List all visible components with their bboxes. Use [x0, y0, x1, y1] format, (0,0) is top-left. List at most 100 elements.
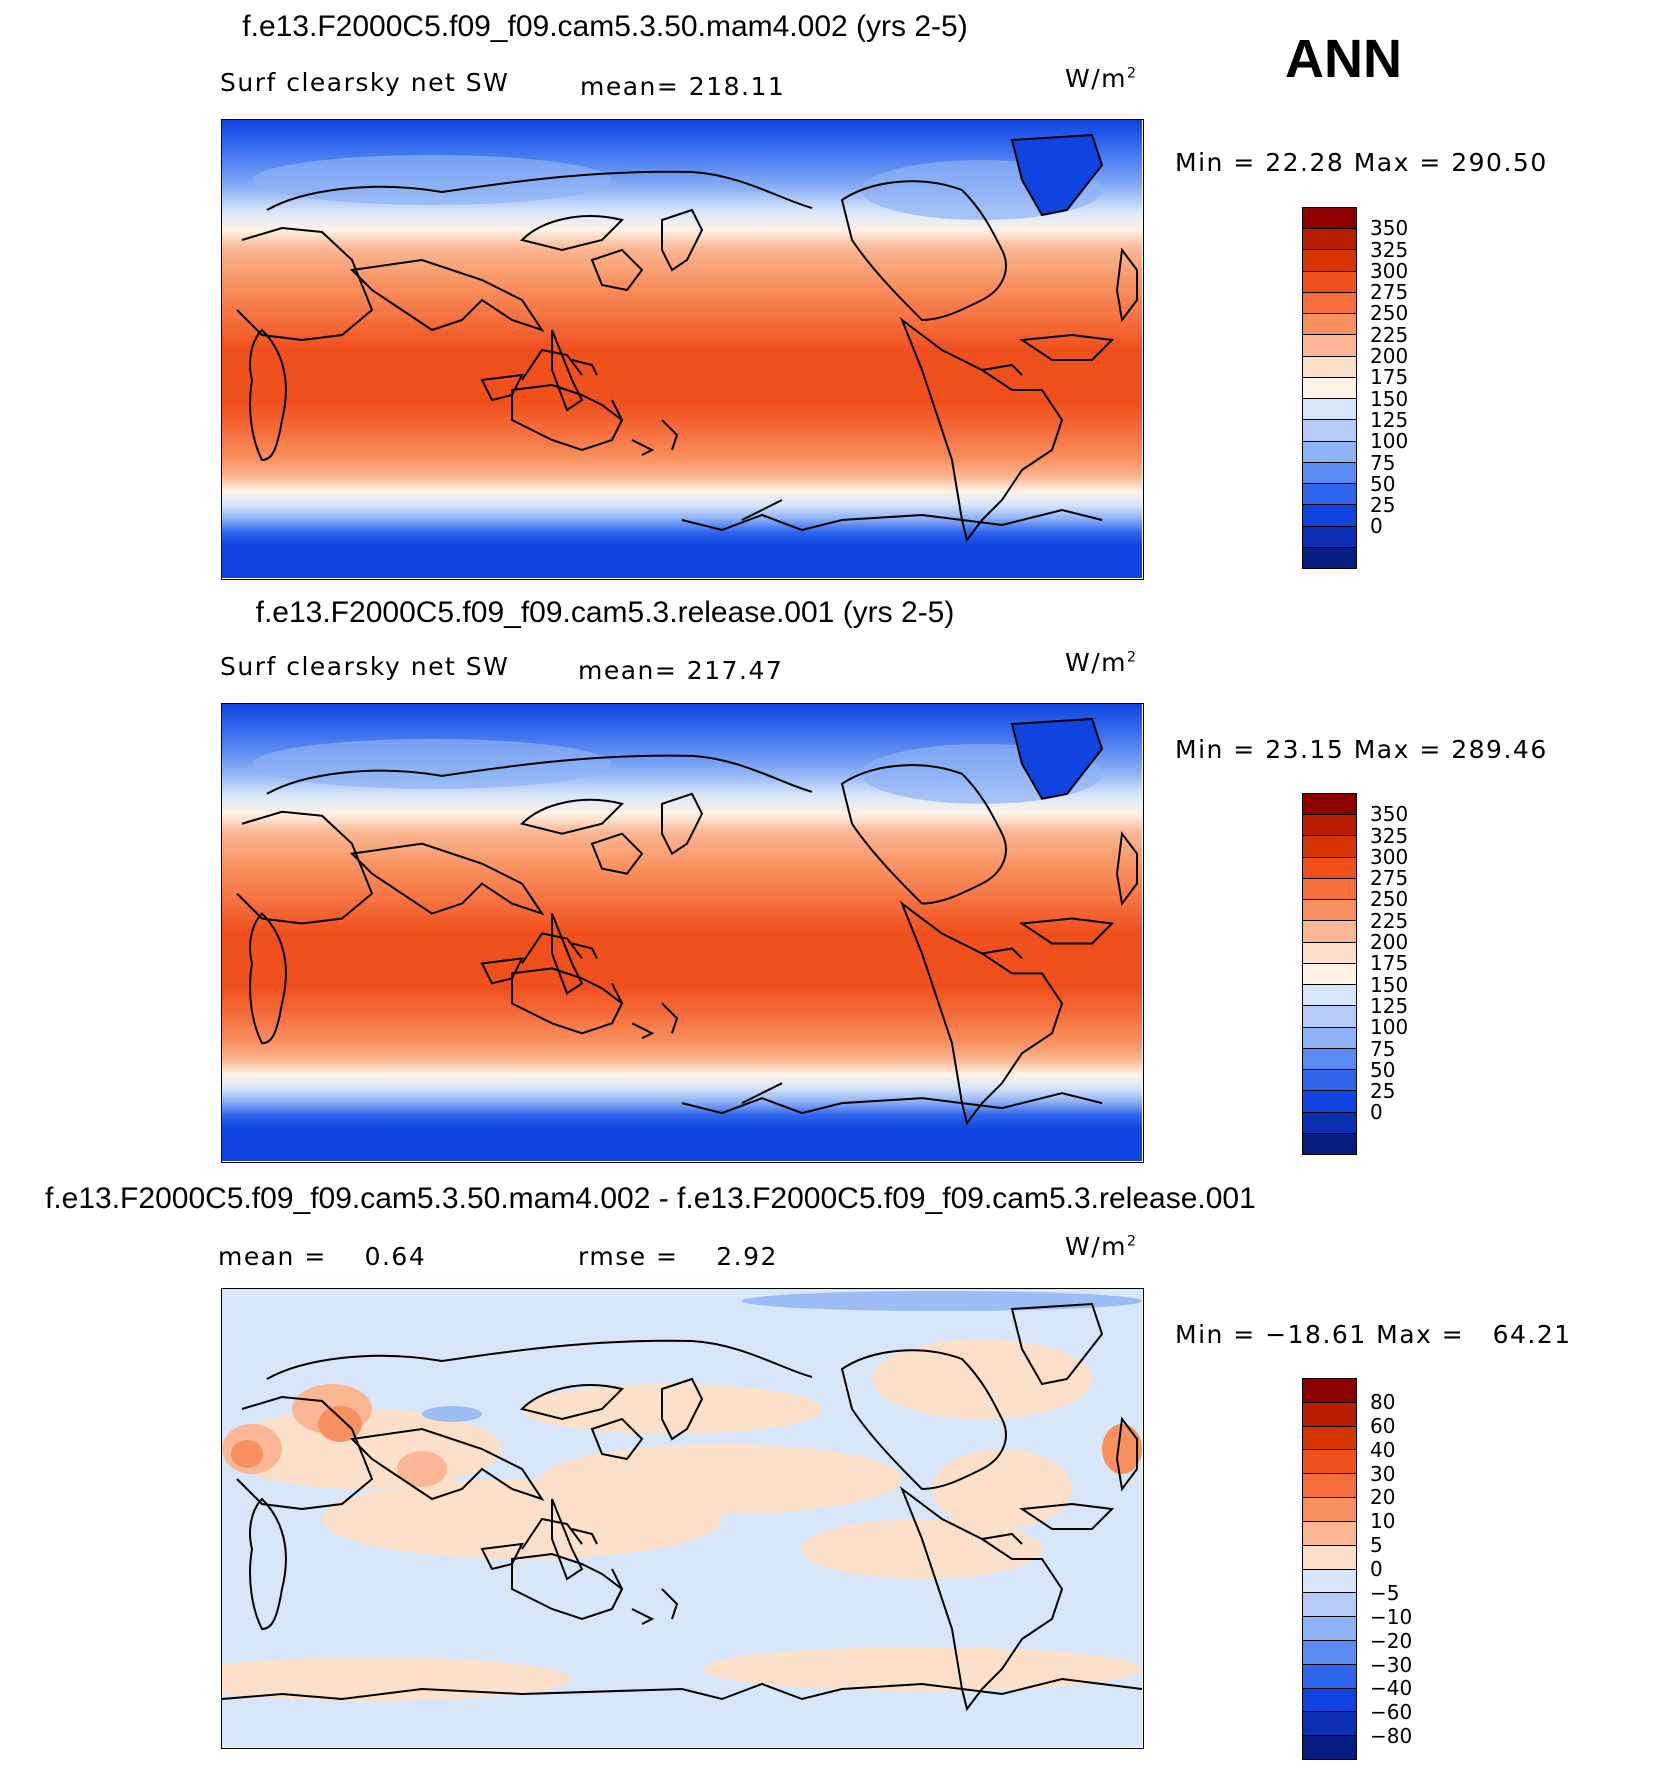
- panel1-minmax: Min = 22.28 Max = 290.50: [1175, 148, 1548, 177]
- colorbar-swatch: [1303, 1498, 1356, 1522]
- colorbar-tick-label: −30: [1370, 1652, 1413, 1677]
- colorbar-swatch: [1303, 420, 1356, 442]
- colorbar-tick-label: 200: [1370, 930, 1409, 955]
- colorbar-tick-label: −20: [1370, 1628, 1413, 1653]
- colorbar-tick-label: 300: [1370, 844, 1409, 869]
- panel2-mean: mean= 217.47: [578, 656, 784, 685]
- panel3-minmax: Min = −18.61 Max = 64.21: [1175, 1320, 1572, 1349]
- colorbar-swatch: [1303, 208, 1356, 230]
- colorbar-tick-label: 150: [1370, 386, 1409, 411]
- colorbar-tick-label: 350: [1370, 216, 1409, 241]
- colorbar-swatch: [1303, 857, 1356, 879]
- colorbar-swatch: [1303, 335, 1356, 357]
- panel1-colorbar: [1302, 207, 1357, 569]
- colorbar-tick-label: 5: [1370, 1533, 1383, 1558]
- colorbar-tick-label: 20: [1370, 1485, 1396, 1510]
- colorbar-tick-label: 60: [1370, 1413, 1396, 1438]
- colorbar-tick-label: 100: [1370, 429, 1409, 454]
- colorbar-tick-label: −80: [1370, 1724, 1413, 1749]
- colorbar-tick-label: 50: [1370, 1057, 1396, 1082]
- colorbar-tick-label: 125: [1370, 993, 1409, 1018]
- colorbar-tick-label: 25: [1370, 493, 1396, 518]
- colorbar-tick-label: −60: [1370, 1700, 1413, 1725]
- panel3-map-svg: [222, 1289, 1142, 1747]
- colorbar-swatch: [1303, 1545, 1356, 1570]
- panel3-map: [221, 1288, 1144, 1749]
- colorbar-tick-label: 250: [1370, 887, 1409, 912]
- colorbar-swatch: [1303, 1712, 1356, 1737]
- colorbar-swatch: [1303, 900, 1356, 922]
- colorbar-swatch: [1303, 547, 1356, 568]
- colorbar-tick-label: 75: [1370, 1036, 1396, 1061]
- colorbar-swatch: [1303, 250, 1356, 272]
- colorbar-swatch: [1303, 292, 1356, 315]
- colorbar-swatch: [1303, 462, 1356, 485]
- colorbar-tick-label: 80: [1370, 1389, 1396, 1414]
- colorbar-tick-label: −5: [1370, 1580, 1400, 1605]
- panel3-mean: mean = 0.64: [218, 1242, 427, 1271]
- colorbar-swatch: [1303, 942, 1356, 964]
- colorbar-tick-label: 325: [1370, 823, 1409, 848]
- panel2-units: W/m2: [1065, 648, 1138, 677]
- panel2-title: f.e13.F2000C5.f09_f09.cam5.3.release.001…: [255, 596, 955, 629]
- colorbar-tick-label: 150: [1370, 972, 1409, 997]
- colorbar-swatch: [1303, 921, 1356, 943]
- colorbar-swatch: [1303, 1640, 1356, 1665]
- panel1-variable-label: Surf clearsky net SW: [220, 68, 510, 97]
- colorbar-tick-label: −40: [1370, 1676, 1413, 1701]
- colorbar-swatch: [1303, 1133, 1356, 1154]
- colorbar-swatch: [1303, 441, 1356, 463]
- colorbar-swatch: [1303, 1521, 1356, 1546]
- panel1-map-svg: [222, 120, 1142, 578]
- colorbar-swatch: [1303, 1379, 1356, 1403]
- colorbar-swatch: [1303, 526, 1356, 548]
- panel3-units: W/m2: [1065, 1232, 1138, 1261]
- panel2-map: [221, 703, 1144, 1163]
- colorbar-tick-label: 0: [1370, 514, 1383, 539]
- colorbar-swatch: [1303, 1402, 1356, 1427]
- panel3-rmse: rmse = 2.92: [578, 1242, 778, 1271]
- colorbar-tick-label: 300: [1370, 258, 1409, 283]
- colorbar-swatch: [1303, 1048, 1356, 1071]
- colorbar-tick-label: −10: [1370, 1604, 1413, 1629]
- panel1-title: f.e13.F2000C5.f09_f09.cam5.3.50.mam4.002…: [242, 10, 968, 43]
- season-label: ANN: [1285, 29, 1402, 89]
- colorbar-tick-label: 350: [1370, 802, 1409, 827]
- colorbar-swatch: [1303, 963, 1356, 986]
- colorbar-tick-label: 50: [1370, 471, 1396, 496]
- colorbar-tick-label: 175: [1370, 365, 1409, 390]
- colorbar-swatch: [1303, 815, 1356, 837]
- panel3-title: f.e13.F2000C5.f09_f09.cam5.3.50.mam4.002…: [45, 1182, 1256, 1215]
- colorbar-swatch: [1303, 836, 1356, 858]
- panel1-mean: mean= 218.11: [580, 72, 786, 101]
- colorbar-tick-label: 100: [1370, 1015, 1409, 1040]
- panel2-minmax: Min = 23.15 Max = 289.46: [1175, 735, 1548, 764]
- colorbar-tick-label: 225: [1370, 322, 1409, 347]
- colorbar-tick-label: 10: [1370, 1509, 1396, 1534]
- colorbar-swatch: [1303, 1450, 1356, 1475]
- panel3-colorbar: [1302, 1378, 1357, 1760]
- colorbar-swatch: [1303, 1569, 1356, 1594]
- colorbar-swatch: [1303, 1112, 1356, 1134]
- colorbar-swatch: [1303, 314, 1356, 336]
- colorbar-swatch: [1303, 1736, 1356, 1759]
- colorbar-tick-label: 30: [1370, 1461, 1396, 1486]
- colorbar-swatch: [1303, 1664, 1356, 1689]
- colorbar-swatch: [1303, 229, 1356, 251]
- colorbar-swatch: [1303, 985, 1356, 1007]
- colorbar-tick-label: 250: [1370, 301, 1409, 326]
- colorbar-swatch: [1303, 484, 1356, 506]
- panel2-colorbar: [1302, 793, 1357, 1155]
- colorbar-swatch: [1303, 794, 1356, 816]
- colorbar-swatch: [1303, 1426, 1356, 1451]
- colorbar-swatch: [1303, 1027, 1356, 1049]
- colorbar-swatch: [1303, 505, 1356, 527]
- colorbar-tick-label: 0: [1370, 1100, 1383, 1125]
- panel1-map: [221, 119, 1144, 580]
- panel2-map-svg: [222, 704, 1142, 1161]
- colorbar-swatch: [1303, 1091, 1356, 1113]
- colorbar-swatch: [1303, 1688, 1356, 1713]
- panel1-units: W/m2: [1065, 64, 1138, 93]
- colorbar-tick-label: 25: [1370, 1079, 1396, 1104]
- panel3-colorbar-labels: 80 60 40 30 20 10 5 0 −5 −10 −20 −30 −40 −60 −80: [1370, 1378, 1450, 1760]
